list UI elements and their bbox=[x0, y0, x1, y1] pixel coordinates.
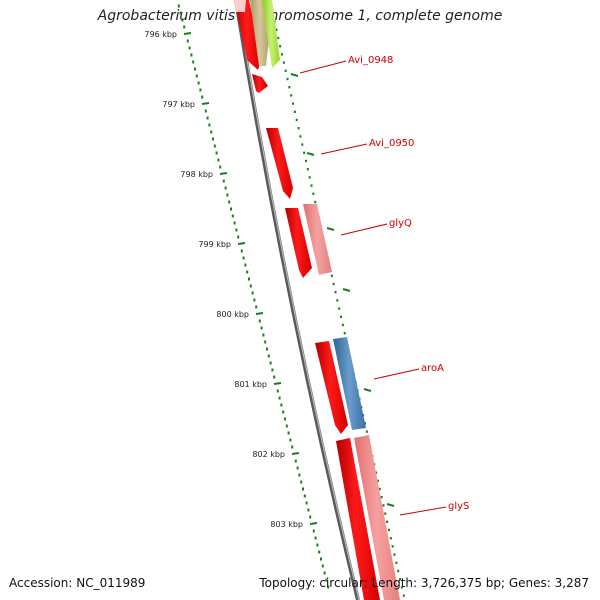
gene-blue[interactable] bbox=[333, 337, 366, 430]
track-dash bbox=[386, 503, 395, 507]
ruler-label: 801 kbp bbox=[234, 380, 267, 389]
gene-pink[interactable] bbox=[354, 435, 400, 600]
gene-label[interactable]: glyQ bbox=[389, 218, 412, 229]
ruler-tick bbox=[273, 382, 282, 385]
gene-red[interactable] bbox=[234, 0, 262, 70]
ruler-label: 802 kbp bbox=[252, 450, 285, 459]
genome-summary-text: Topology: circular; Length: 3,726,375 bp… bbox=[259, 576, 589, 590]
gene-label-leader bbox=[373, 368, 420, 380]
track-dash bbox=[290, 73, 299, 77]
gene-label[interactable]: Avi_0948 bbox=[348, 55, 393, 66]
backbone-line bbox=[234, 0, 360, 600]
ruler-label: 798 kbp bbox=[180, 170, 213, 179]
ruler-label: 799 kbp bbox=[198, 240, 231, 249]
track-dash bbox=[342, 288, 351, 292]
gene-red[interactable] bbox=[336, 438, 380, 600]
ruler-tick bbox=[309, 522, 318, 525]
gene-label[interactable]: glyS bbox=[448, 501, 469, 512]
gene-red[interactable] bbox=[285, 208, 312, 278]
track-dash bbox=[306, 152, 315, 156]
ruler-tick bbox=[183, 32, 192, 35]
ruler-label: 797 kbp bbox=[162, 100, 195, 109]
gene-khaki[interactable] bbox=[250, 0, 269, 66]
gene-red[interactable] bbox=[315, 341, 348, 434]
gene-label-leader bbox=[399, 506, 447, 516]
gene-label-leader bbox=[299, 60, 347, 74]
gene-label-leader bbox=[320, 143, 368, 155]
gene-label[interactable]: Avi_0950 bbox=[369, 138, 414, 149]
ruler-tick bbox=[201, 102, 210, 105]
ruler-tick bbox=[255, 312, 264, 315]
gene-pink[interactable] bbox=[303, 204, 332, 275]
gene-green[interactable] bbox=[262, 0, 280, 68]
track-dash bbox=[363, 388, 372, 392]
ruler-label: 800 kbp bbox=[216, 310, 249, 319]
gene-red[interactable] bbox=[266, 128, 293, 199]
gene-red[interactable] bbox=[252, 74, 268, 93]
gene-label[interactable]: aroA bbox=[421, 363, 444, 374]
ruler-label: 803 kbp bbox=[270, 520, 303, 529]
accession-text: Accession: NC_011989 bbox=[9, 576, 146, 590]
ruler-tick bbox=[219, 172, 228, 175]
ruler-label: 796 kbp bbox=[144, 30, 177, 39]
map-title: Agrobacterium vitis S4 chromosome 1, com… bbox=[97, 8, 503, 24]
gene-pink-faded[interactable] bbox=[234, 0, 246, 12]
gene-label-leader bbox=[340, 223, 388, 236]
ruler-tick bbox=[237, 242, 246, 245]
ruler-tick bbox=[291, 452, 300, 455]
backbone-highlight bbox=[236, 0, 360, 600]
track-dash bbox=[326, 227, 335, 231]
